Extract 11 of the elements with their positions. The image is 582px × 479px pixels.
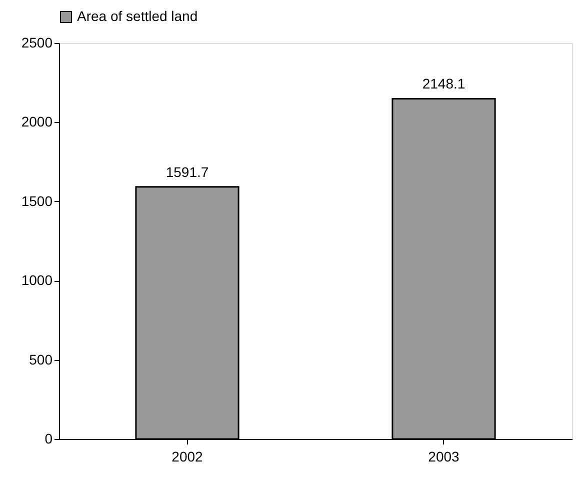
y-tick-label: 2500 [21, 34, 53, 50]
y-tick-label: 1500 [21, 192, 53, 209]
legend-label: Area of settled land [77, 8, 198, 24]
y-tick-label: 500 [29, 351, 53, 368]
y-tick-label: 1000 [21, 272, 53, 288]
y-tick-label: 0 [44, 430, 53, 446]
x-tick-label: 2003 [428, 448, 460, 464]
x-tick-label: 2002 [172, 448, 204, 464]
data-label: 1591.7 [166, 164, 209, 180]
data-label: 2148.1 [422, 76, 466, 92]
y-tick-label: 2000 [21, 114, 53, 130]
